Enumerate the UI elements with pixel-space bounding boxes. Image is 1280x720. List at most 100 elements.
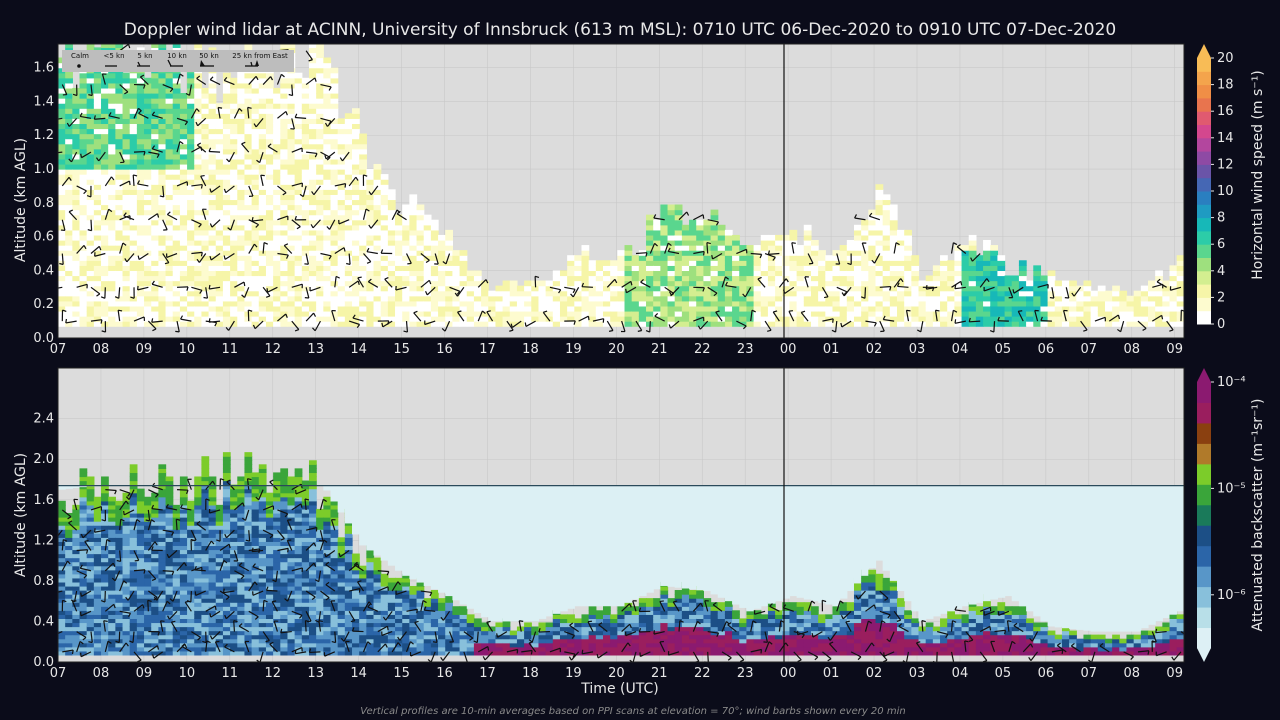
field-cell — [753, 305, 762, 312]
field-cell — [524, 280, 532, 287]
field-cell — [337, 138, 346, 145]
wind-barb — [61, 219, 66, 231]
field-cell — [1176, 305, 1184, 312]
field-cell — [165, 87, 174, 94]
field-cell — [889, 224, 898, 231]
wind-barb — [117, 310, 121, 322]
wind-barb-feather — [98, 246, 102, 251]
field-cell — [158, 265, 167, 272]
field-cell — [58, 240, 66, 246]
field-cell — [897, 321, 905, 327]
field-cell — [610, 275, 618, 282]
wind-barb — [678, 211, 688, 221]
wind-barb-feather — [772, 256, 776, 261]
field-cell — [889, 265, 898, 272]
field-cell — [366, 250, 375, 256]
wind-barb-feather — [241, 294, 245, 298]
field-cell — [897, 310, 905, 317]
wind-barb — [1034, 310, 1039, 322]
field-cell — [954, 260, 963, 266]
field-cell — [72, 541, 81, 547]
field-cell — [531, 305, 540, 312]
field-cell — [681, 290, 690, 297]
field-cell — [237, 194, 246, 201]
field-cell — [65, 255, 73, 261]
field-cell — [724, 255, 733, 261]
wind-barb — [152, 114, 163, 119]
field-cell — [58, 118, 66, 125]
field-cell — [187, 245, 195, 251]
field-cell — [58, 179, 66, 185]
field-cell — [402, 270, 410, 277]
field-cell — [265, 204, 274, 211]
field-cell — [739, 255, 748, 261]
field-cell — [459, 250, 468, 256]
field-cell — [58, 537, 66, 542]
field-cell — [194, 194, 203, 201]
field-cell — [366, 199, 375, 206]
field-cell — [961, 316, 970, 322]
field-cell — [101, 204, 109, 211]
field-cell — [273, 118, 281, 125]
field-cell — [531, 321, 540, 327]
field-cell — [158, 143, 167, 150]
field-cell — [337, 189, 346, 195]
field-cell — [65, 275, 73, 282]
field-cell — [201, 321, 210, 327]
field-cell — [86, 638, 95, 644]
field-cell — [882, 194, 891, 201]
field-cell — [101, 214, 109, 221]
field-cell — [359, 229, 367, 236]
field-cell — [158, 108, 167, 114]
field-cell — [230, 128, 238, 135]
field-cell — [323, 295, 332, 302]
field-cell — [165, 199, 174, 206]
field-cell — [660, 265, 669, 272]
field-cell — [610, 316, 618, 322]
field-cell — [954, 305, 963, 312]
field-cell — [423, 250, 432, 256]
field-cell — [58, 650, 66, 656]
field-cell — [165, 300, 174, 307]
field-cell — [172, 103, 181, 109]
field-cell — [65, 602, 73, 607]
field-cell — [79, 184, 88, 190]
field-cell — [273, 153, 281, 160]
field-cell — [158, 113, 167, 119]
field-cell — [72, 521, 81, 526]
field-cell — [165, 255, 174, 261]
field-cell — [136, 321, 145, 327]
field-cell — [158, 87, 167, 94]
field-cell — [352, 300, 360, 307]
field-cell — [925, 295, 934, 302]
field-cell — [65, 163, 73, 170]
field-cell — [79, 300, 88, 307]
field-cell — [1047, 285, 1056, 292]
wind-barb-feather — [831, 329, 836, 333]
field-cell — [380, 310, 389, 317]
field-cell — [746, 321, 755, 327]
field-cell — [129, 316, 138, 322]
wind-barb — [405, 253, 412, 264]
field-cell — [58, 67, 66, 74]
wind-barb — [836, 286, 848, 293]
wind-barb — [934, 310, 938, 322]
field-cell — [86, 87, 95, 94]
field-cell — [115, 32, 123, 38]
wind-barb — [244, 287, 250, 298]
field-cell — [1033, 280, 1042, 287]
colorbar-tick-label: 8 — [1217, 211, 1225, 226]
wind-barb — [1008, 287, 1014, 298]
field-cell — [172, 295, 181, 302]
field-cell — [660, 316, 669, 322]
field-cell — [897, 250, 905, 256]
wind-barb-feather — [900, 278, 904, 283]
field-cell — [244, 37, 252, 43]
field-cell — [810, 250, 819, 256]
field-cell — [323, 148, 332, 155]
wind-barb-feather — [143, 84, 146, 89]
field-cell — [409, 270, 418, 277]
field-cell — [1011, 316, 1020, 322]
field-cell — [136, 280, 145, 287]
field-cell — [1176, 260, 1184, 266]
